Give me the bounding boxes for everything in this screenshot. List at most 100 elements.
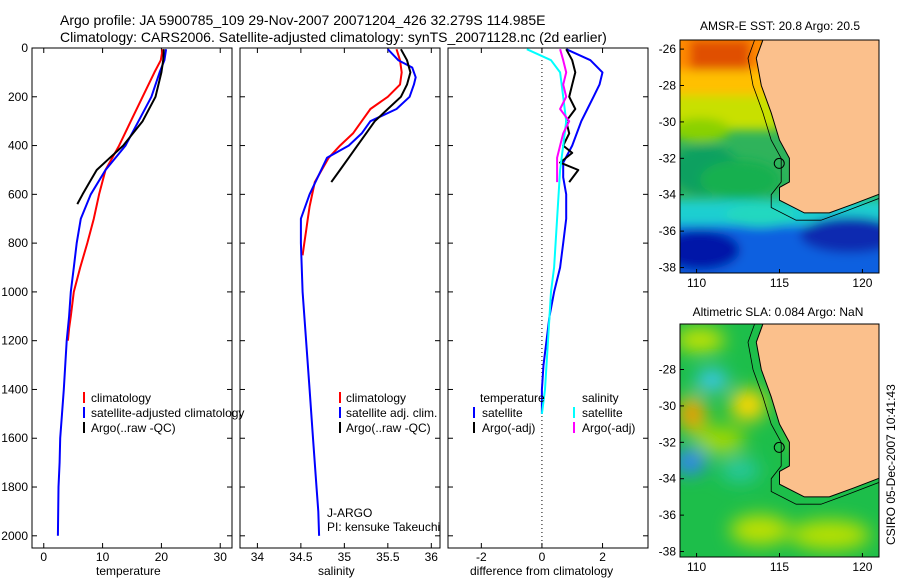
difference-legend: temperature satellite Argo(-adj) salinit… bbox=[473, 391, 635, 435]
figure-title-line2: Climatology: CARS2006. Satellite-adjuste… bbox=[60, 29, 607, 45]
legend-label-satellite-adj: satellite adj. clim. bbox=[346, 406, 437, 420]
temperature-legend: climatology satellite-adjusted climatolo… bbox=[83, 391, 244, 435]
sst-field bbox=[680, 40, 879, 273]
sla-map: Altimetric SLA: 0.084 Argo: NaN 110 115 12… bbox=[659, 305, 880, 574]
series-line-salinity-satellite bbox=[526, 48, 568, 415]
lat-tick-label: -36 bbox=[659, 224, 677, 238]
x-tick-label: 30 bbox=[214, 550, 228, 564]
salinity-panel: 34 34.5 35 35.5 36 salinity climatology sate… bbox=[239, 47, 441, 578]
difference-x-axis: -2 0 2 bbox=[476, 48, 606, 564]
legend-label-satellite-adjusted: satellite-adjusted climatology bbox=[91, 406, 244, 420]
difference-series bbox=[526, 48, 604, 415]
sla-field bbox=[680, 324, 879, 557]
series-line-satellite-adjusted-climatology bbox=[56, 49, 168, 536]
series-line-temperature-satellite bbox=[540, 48, 604, 414]
figure-title-line1: Argo profile: JA 5900785_109 29-Nov-2007… bbox=[60, 12, 545, 28]
legend-heading-temperature: temperature bbox=[480, 391, 545, 405]
argo-float-marker bbox=[773, 157, 785, 169]
depth-tick-label: 1800 bbox=[1, 480, 28, 494]
sst-lat-axis: -26 -28 -30 -32 -34 -36 -38 bbox=[659, 42, 684, 275]
lon-tick-label: 110 bbox=[687, 276, 706, 290]
difference-depth-ticks bbox=[448, 47, 648, 537]
lat-tick-label: -28 bbox=[659, 363, 677, 377]
depth-tick-label: 800 bbox=[8, 236, 28, 250]
salinity-depth-ticks bbox=[240, 47, 440, 537]
depth-tick-label: 1200 bbox=[1, 334, 28, 348]
sla-shelf-contour bbox=[747, 324, 879, 505]
sla-lat-axis: -28 -30 -32 -34 -36 -38 bbox=[659, 363, 684, 559]
sla-map-title: Altimetric SLA: 0.084 Argo: NaN bbox=[693, 305, 864, 319]
temperature-series bbox=[56, 49, 168, 536]
temperature-panel: 0 200 400 600 800 1000 1200 1400 1600 1800 2000 0 1… bbox=[1, 41, 244, 578]
argo-float-marker bbox=[773, 441, 785, 453]
series-line-salinity-argo-adj bbox=[556, 48, 571, 183]
x-tick-label: 20 bbox=[155, 550, 169, 564]
x-tick-label: 10 bbox=[96, 550, 110, 564]
sst-land-mask bbox=[755, 40, 879, 214]
lon-tick-label: 115 bbox=[770, 560, 789, 574]
difference-panel: -2 0 2 difference from climatology tempera… bbox=[447, 47, 649, 578]
depth-tick-label: 1400 bbox=[1, 382, 28, 396]
lat-tick-label: -34 bbox=[659, 472, 677, 486]
depth-tick-label: 1000 bbox=[1, 285, 28, 299]
depth-tick-label: 200 bbox=[8, 90, 28, 104]
legend-label-climatology: climatology bbox=[346, 391, 406, 405]
legend-label-argo: Argo(..raw -QC) bbox=[91, 421, 176, 435]
legend-label-sal-satellite: satellite bbox=[582, 406, 623, 420]
lat-tick-label: -32 bbox=[659, 435, 677, 449]
difference-axes-frame bbox=[447, 47, 649, 549]
depth-tick-label: 600 bbox=[8, 187, 28, 201]
series-line-argo-raw-qc bbox=[76, 49, 165, 205]
temperature-axes-frame bbox=[31, 47, 233, 549]
legend-heading-salinity: salinity bbox=[582, 391, 619, 405]
depth-axis: 0 200 400 600 800 1000 1200 1400 1600 1800 2000 bbox=[1, 41, 232, 543]
x-tick-label: 35.5 bbox=[376, 550, 400, 564]
lat-tick-label: -34 bbox=[659, 188, 677, 202]
series-line-climatology bbox=[301, 48, 403, 256]
salinity-xlabel: salinity bbox=[318, 564, 355, 578]
lat-tick-label: -38 bbox=[659, 545, 677, 559]
x-tick-label: 0 bbox=[40, 550, 47, 564]
lat-tick-label: -26 bbox=[659, 42, 677, 56]
x-tick-label: 34.5 bbox=[289, 550, 313, 564]
sst-lon-axis: 110 115 120 bbox=[687, 269, 873, 290]
lat-tick-label: -28 bbox=[659, 79, 677, 93]
salinity-series bbox=[299, 48, 417, 536]
legend-label-sal-argo: Argo(-adj) bbox=[582, 421, 635, 435]
lat-tick-label: -38 bbox=[659, 261, 677, 275]
legend-label-temp-argo: Argo(-adj) bbox=[482, 421, 535, 435]
x-tick-label: 35 bbox=[338, 550, 352, 564]
series-line-argo-raw-qc bbox=[330, 48, 412, 183]
sla-land-mask bbox=[755, 324, 879, 498]
depth-tick-label: 0 bbox=[21, 41, 28, 55]
series-line-satellite-adj-clim bbox=[299, 48, 417, 536]
salinity-legend: climatology satellite adj. clim. Argo(..… bbox=[339, 391, 437, 435]
legend-label-argo: Argo(..raw -QC) bbox=[346, 421, 431, 435]
difference-xlabel: difference from climatology bbox=[470, 564, 613, 578]
series-line-climatology bbox=[66, 49, 164, 341]
salinity-axes-frame bbox=[239, 47, 441, 549]
lon-tick-label: 115 bbox=[770, 276, 789, 290]
depth-tick-label: 2000 bbox=[1, 529, 28, 543]
lat-tick-label: -30 bbox=[659, 115, 677, 129]
lon-tick-label: 110 bbox=[687, 560, 706, 574]
x-tick-label: -2 bbox=[476, 550, 487, 564]
lon-tick-label: 120 bbox=[852, 560, 872, 574]
x-tick-label: 36 bbox=[425, 550, 439, 564]
pi-annotation: PI: kensuke Takeuchi bbox=[327, 520, 440, 534]
legend-label-climatology: climatology bbox=[91, 391, 151, 405]
sst-map-title: AMSR-E SST: 20.8 Argo: 20.5 bbox=[700, 19, 860, 33]
lat-tick-label: -32 bbox=[659, 151, 677, 165]
lat-tick-label: -30 bbox=[659, 399, 677, 413]
timestamp-stamp: CSIRO 05-Dec-2007 10:41:43 bbox=[884, 384, 898, 545]
sla-lon-axis: 110 115 120 bbox=[687, 553, 873, 574]
lat-tick-label: -36 bbox=[659, 508, 677, 522]
temperature-xlabel: temperature bbox=[96, 564, 161, 578]
program-annotation: J-ARGO bbox=[327, 506, 372, 520]
x-tick-label: 2 bbox=[599, 550, 606, 564]
x-tick-label: 34 bbox=[251, 550, 265, 564]
legend-label-temp-satellite: satellite bbox=[482, 406, 523, 420]
salinity-x-axis: 34 34.5 35 35.5 36 bbox=[251, 48, 439, 564]
sst-shelf-contour bbox=[747, 40, 879, 221]
